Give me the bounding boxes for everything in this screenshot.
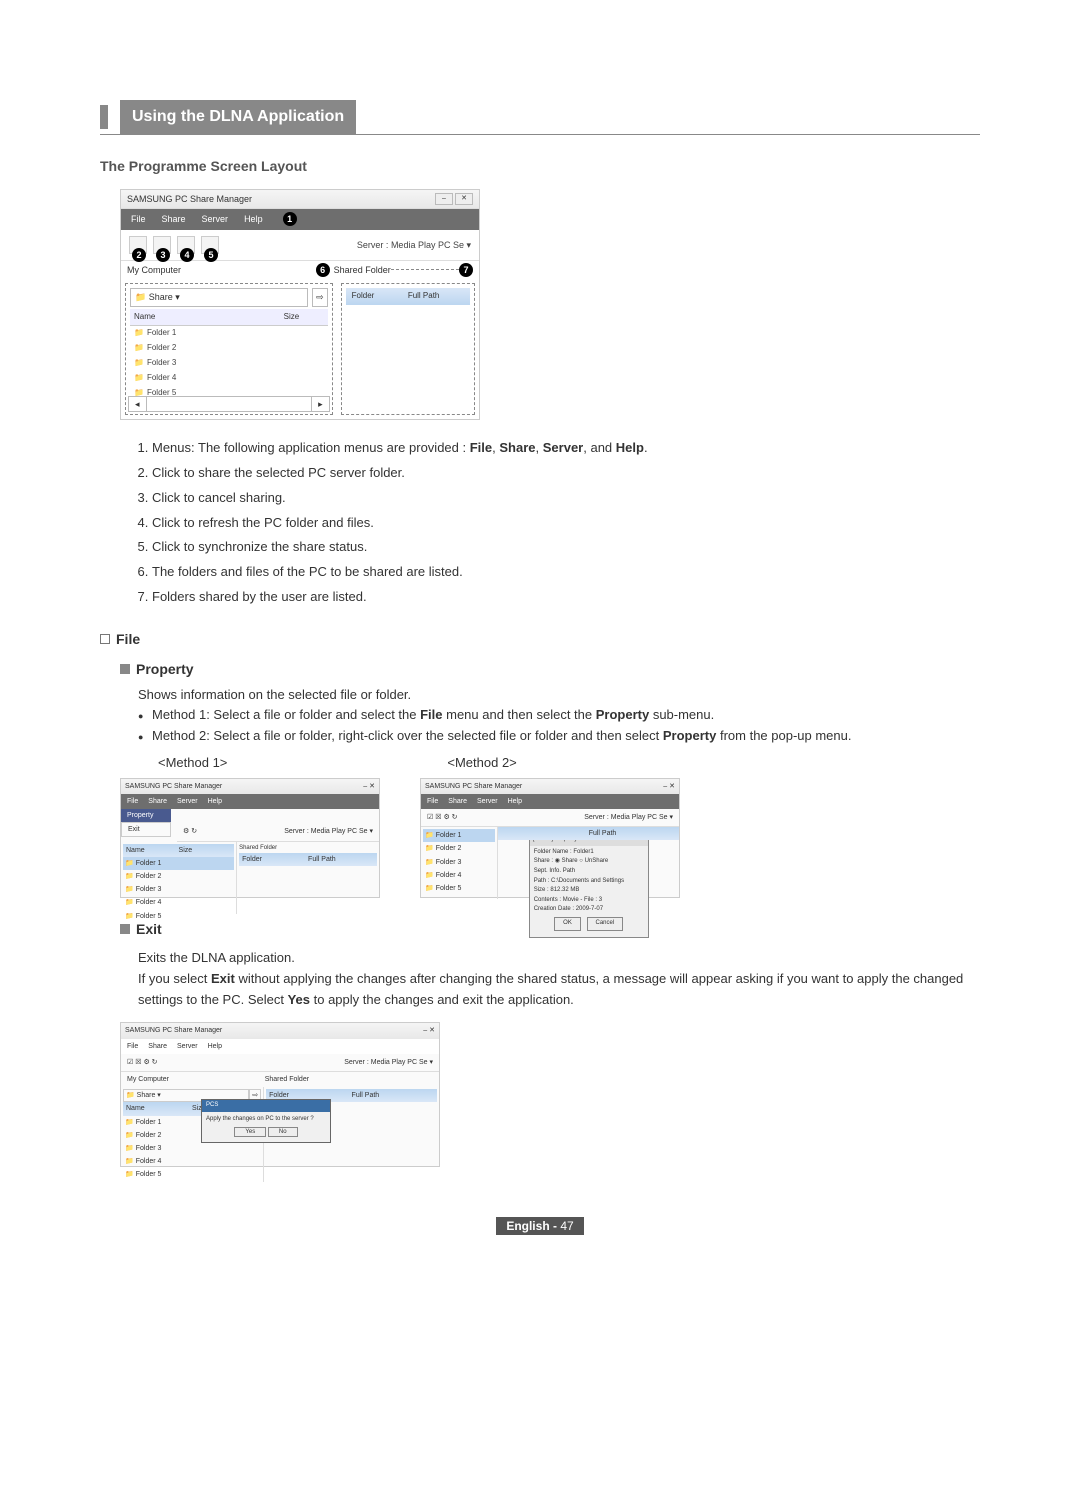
property-title: Property xyxy=(136,658,194,680)
share-dropdown[interactable]: Share xyxy=(149,292,173,302)
server-value[interactable]: Media Play PC Se ▾ xyxy=(391,240,471,250)
step-2: Click to share the selected PC server fo… xyxy=(152,463,980,484)
file-header: File xyxy=(116,628,140,650)
scroll-left-icon[interactable]: ◂ xyxy=(128,396,147,412)
col-folder: Folder xyxy=(352,290,408,303)
exit-screenshot: SAMSUNG PC Share Manager– ✕ FileShareSer… xyxy=(120,1022,440,1167)
step-7: Folders shared by the user are listed. xyxy=(152,587,980,608)
scroll-right-icon[interactable]: ▸ xyxy=(311,396,330,412)
method2-label: <Method 2> xyxy=(447,753,516,774)
section-marker xyxy=(100,105,108,129)
page-footer: English - 47 xyxy=(100,1217,980,1236)
method1-label: <Method 1> xyxy=(158,753,227,774)
folder-item[interactable]: Folder 4 xyxy=(130,371,328,386)
no-button[interactable]: No xyxy=(268,1127,298,1137)
file-header-row: File xyxy=(100,628,980,650)
left-columns: Name Size xyxy=(130,309,328,327)
exit-title: Exit xyxy=(136,918,162,940)
refresh-icon[interactable]: 4 xyxy=(177,236,195,254)
square-filled-icon xyxy=(120,924,130,934)
footer-lang: English - xyxy=(506,1219,560,1233)
toolbar: 2 3 4 5 Server : Media Play PC Se ▾ xyxy=(121,230,479,261)
property-header-row: Property xyxy=(120,658,980,680)
method1-screenshot: SAMSUNG PC Share Manager– ✕ FileShareSer… xyxy=(120,778,380,898)
step-3: Click to cancel sharing. xyxy=(152,488,980,509)
callout-1: 1 xyxy=(283,212,297,226)
tool-icons: 2 3 4 5 xyxy=(129,236,219,254)
server-block: Server : Media Play PC Se ▾ xyxy=(357,238,471,252)
menubar: File Share Server Help 1 xyxy=(121,209,479,229)
yes-button[interactable]: Yes xyxy=(234,1127,266,1137)
cancel-share-icon[interactable]: 3 xyxy=(153,236,171,254)
folder-item[interactable]: Folder 1 xyxy=(130,326,328,341)
section-header: Using the DLNA Application xyxy=(100,100,980,135)
numbered-steps: Menus: The following application menus a… xyxy=(120,438,980,608)
property-menuitem[interactable]: Property xyxy=(121,809,171,822)
method2-line: Method 2: Select a file or folder, right… xyxy=(138,726,980,747)
method1-line: Method 1: Select a file or folder and se… xyxy=(138,705,980,726)
method2-screenshot: SAMSUNG PC Share Manager– ✕ FileShareSer… xyxy=(420,778,680,898)
method-screenshots: SAMSUNG PC Share Manager– ✕ FileShareSer… xyxy=(120,778,980,898)
exit-line1: Exits the DLNA application. xyxy=(138,948,980,969)
callout-7: 7 xyxy=(459,263,473,277)
right-pane-label: Shared Folder xyxy=(334,263,391,277)
dash-line xyxy=(391,269,459,270)
callout-6: 6 xyxy=(316,263,330,277)
property-dialog: [Folder] Property✕ Folder Name : Folder1… xyxy=(529,833,649,937)
menu-server[interactable]: Server xyxy=(202,212,229,226)
menu-file[interactable]: File xyxy=(131,212,146,226)
step-1: Menus: The following application menus a… xyxy=(152,438,980,459)
minimize-icon[interactable]: – xyxy=(435,193,453,205)
step-6: The folders and files of the PC to be sh… xyxy=(152,562,980,583)
left-pane-label: My Computer xyxy=(127,263,328,277)
window-controls: – ✕ xyxy=(435,193,473,205)
col-name: Name xyxy=(134,311,284,324)
exit-line2: If you select Exit without applying the … xyxy=(138,969,980,1011)
right-pane: Folder Full Path xyxy=(341,283,475,415)
step-5: Click to synchronize the share status. xyxy=(152,537,980,558)
folder-item[interactable]: Folder 3 xyxy=(130,356,328,371)
app-title: SAMSUNG PC Share Manager xyxy=(127,192,252,206)
server-label: Server : xyxy=(357,240,389,250)
menu-help[interactable]: Help xyxy=(244,212,263,226)
menu-share[interactable]: Share xyxy=(162,212,186,226)
ok-button[interactable]: OK xyxy=(554,917,581,931)
subsection-title: The Programme Screen Layout xyxy=(100,155,980,177)
go-icon[interactable]: ⇨ xyxy=(312,288,328,306)
close-icon[interactable]: ✕ xyxy=(455,193,473,205)
app-titlebar: SAMSUNG PC Share Manager – ✕ xyxy=(121,190,479,209)
left-pane: 📁 Share ▾ ⇨ Name Size Folder 1 Folder 2 … xyxy=(125,283,333,415)
col-fullpath: Full Path xyxy=(408,290,464,303)
app-screenshot: SAMSUNG PC Share Manager – ✕ File Share … xyxy=(120,189,480,420)
content-split: 📁 Share ▾ ⇨ Name Size Folder 1 Folder 2 … xyxy=(121,279,479,419)
step-4: Click to refresh the PC folder and files… xyxy=(152,513,980,534)
footer-page: 47 xyxy=(560,1219,573,1233)
dialog-text: Apply the changes on PC to the server ? xyxy=(206,1115,326,1125)
property-desc: Shows information on the selected file o… xyxy=(138,685,980,706)
col-size: Size xyxy=(284,311,324,324)
share-icon[interactable]: 2 xyxy=(129,236,147,254)
section-title: Using the DLNA Application xyxy=(120,100,356,134)
cancel-button[interactable]: Cancel xyxy=(587,917,624,931)
right-columns: Folder Full Path xyxy=(346,288,470,305)
confirm-dialog: PCS Apply the changes on PC to the serve… xyxy=(201,1099,331,1143)
square-filled-icon xyxy=(120,664,130,674)
square-icon xyxy=(100,634,110,644)
folder-item[interactable]: Folder 2 xyxy=(130,341,328,356)
sync-icon[interactable]: 5 xyxy=(201,236,219,254)
